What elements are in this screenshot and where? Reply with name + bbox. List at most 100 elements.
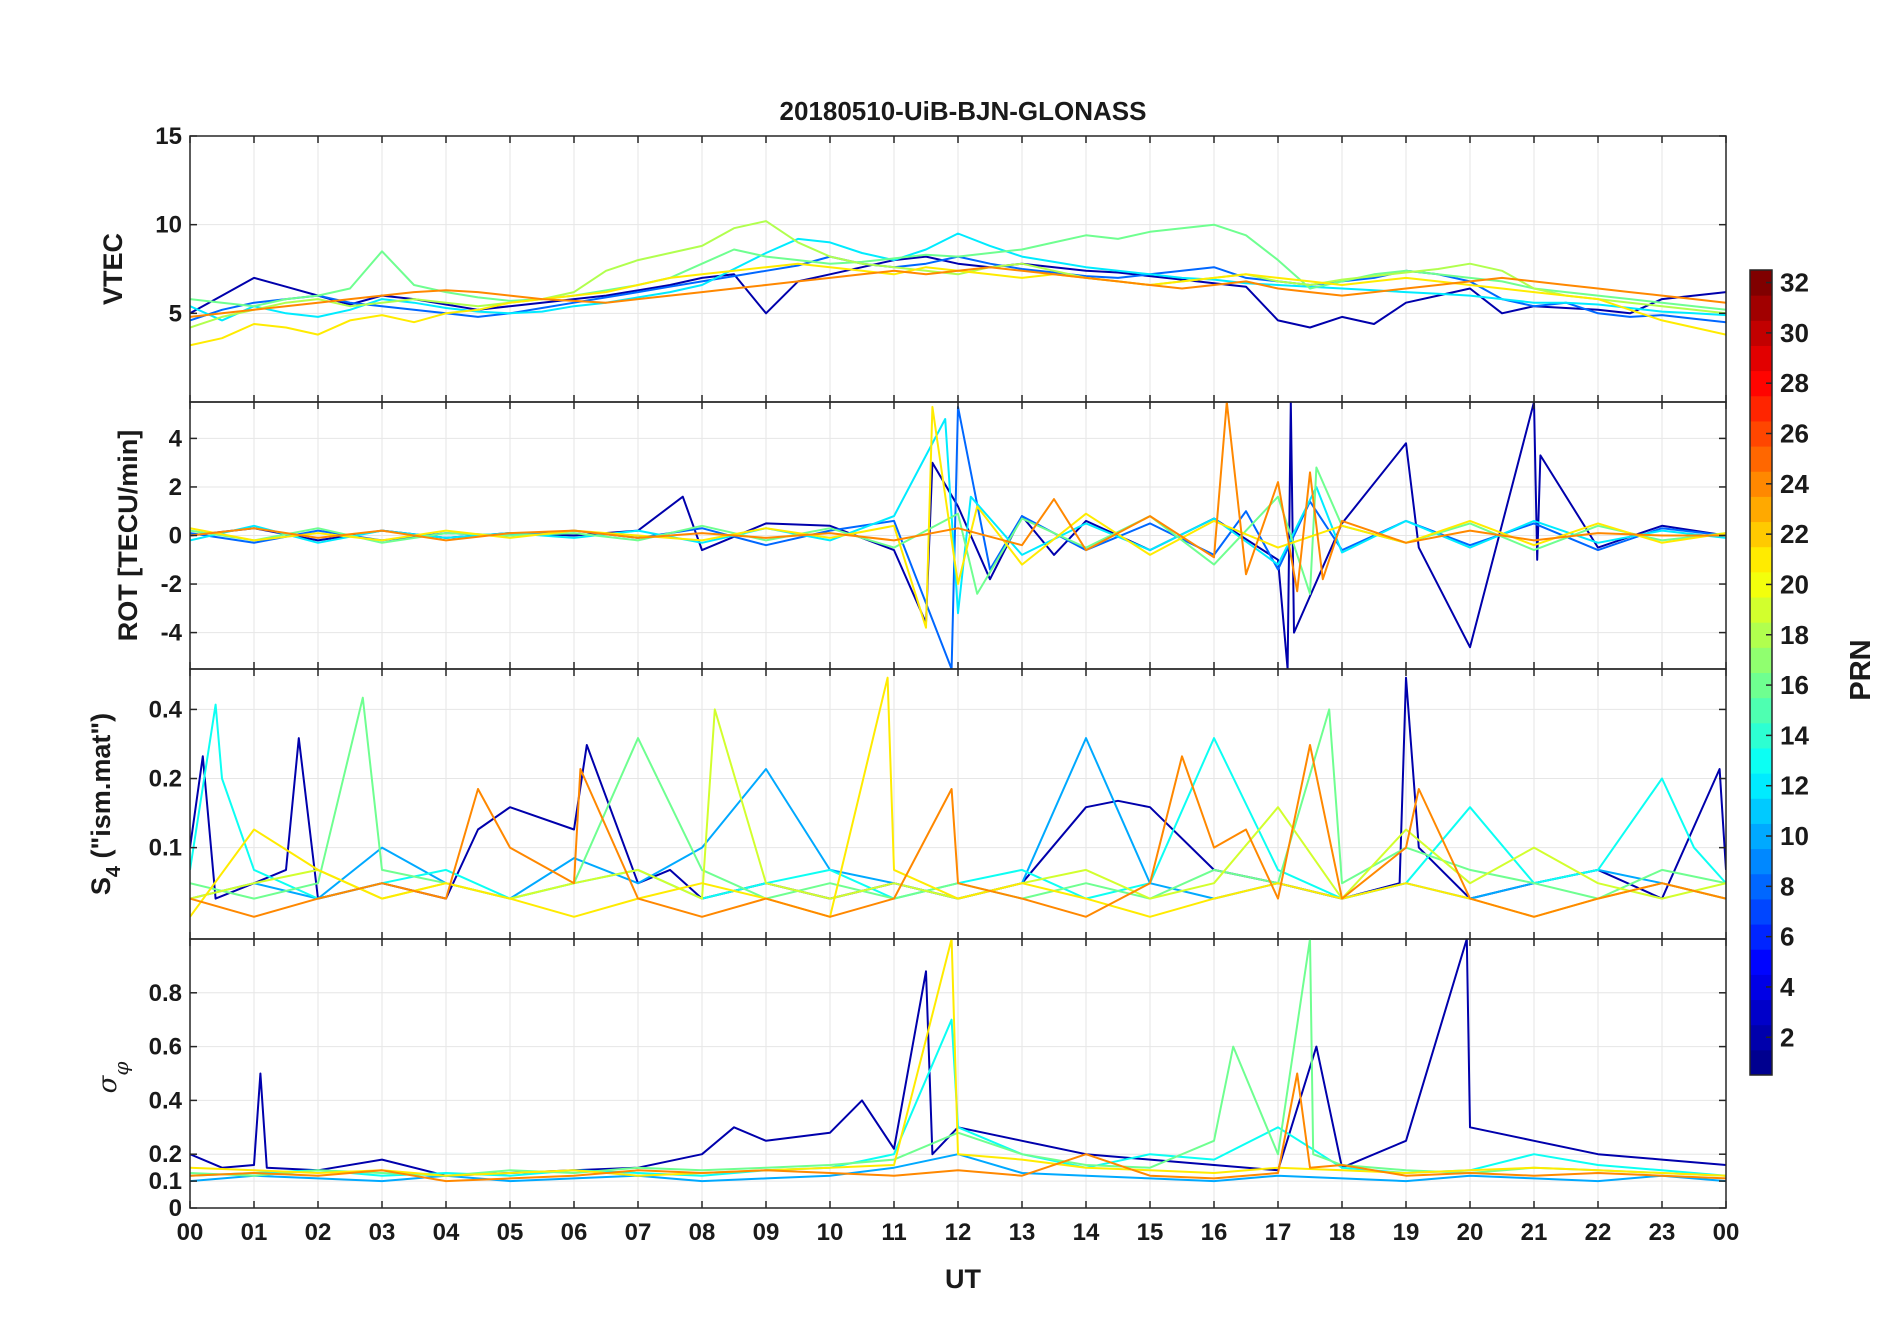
colorbar-swatch — [1750, 672, 1772, 699]
x-tick-label: 16 — [1201, 1219, 1228, 1246]
colorbar-swatch — [1750, 898, 1772, 925]
colorbar-swatch — [1750, 571, 1772, 598]
x-tick-label: 00 — [177, 1219, 204, 1246]
y-tick-label: 4 — [169, 425, 183, 452]
x-tick-label: 05 — [497, 1219, 524, 1246]
series-line-prn-2 — [190, 939, 1726, 1177]
x-tick-label: 17 — [1265, 1219, 1292, 1246]
x-tick-label: 04 — [433, 1219, 460, 1246]
series-line-prn-16 — [190, 223, 1726, 311]
series-line-prn-21 — [190, 939, 1726, 1177]
y-tick-label: 0.1 — [149, 835, 182, 862]
y-tick-label: 0.8 — [149, 980, 182, 1007]
y-tick-label: 0.2 — [149, 766, 182, 793]
colorbar-tick-label: 24 — [1780, 469, 1809, 499]
colorbar-swatch — [1750, 949, 1772, 975]
colorbar-swatch — [1750, 496, 1772, 523]
colorbar-swatch — [1750, 270, 1772, 296]
colorbar-label: PRN — [1845, 639, 1877, 700]
panel-1: 5 10 15 VTEC — [98, 123, 1727, 403]
colorbar-tick-label: 32 — [1780, 268, 1809, 298]
series-line-prn-24 — [190, 1072, 1726, 1183]
colorbar-tick-label: 14 — [1780, 720, 1809, 750]
x-tick-label: 23 — [1649, 1219, 1676, 1246]
y-axis-label: VTEC — [98, 233, 128, 305]
x-tick-label: 00 — [1713, 1219, 1740, 1246]
colorbar-swatch — [1750, 345, 1772, 372]
colorbar-swatch — [1750, 622, 1772, 648]
colorbar-tick-label: 26 — [1780, 419, 1809, 449]
series-line-prn-21 — [190, 676, 1726, 918]
y-tick-label: 2 — [169, 474, 182, 501]
x-tick-label: 14 — [1073, 1219, 1100, 1246]
series-group — [190, 939, 1726, 1183]
y-axis-label: ROT [TECU/min] — [113, 430, 143, 641]
y-axis-label: σφ — [93, 1062, 133, 1094]
y-axis-label: S4 ("ism.mat") — [86, 713, 125, 895]
colorbar-tick-label: 28 — [1780, 368, 1809, 398]
y-axis-label-sub: φ — [109, 1062, 133, 1076]
series-line-prn-24 — [190, 266, 1726, 318]
colorbar-swatch — [1750, 722, 1772, 749]
colorbar-swatch — [1750, 974, 1772, 1001]
y-tick-label: -4 — [161, 620, 183, 647]
series-group — [190, 220, 1726, 347]
y-tick-label: -2 — [161, 571, 182, 598]
x-tick-label: 07 — [625, 1219, 652, 1246]
y-tick-label: 0 — [169, 523, 182, 550]
y-axis-label-rest: ("ism.mat") — [86, 713, 116, 866]
x-tick-labels: 00 01 02 03 04 05 06 07 08 09 10 11 12 13 14 15 16 17 18 19… — [177, 1219, 1740, 1246]
colorbar-tick-label: 30 — [1780, 318, 1809, 348]
y-tick-label: 0.2 — [149, 1141, 182, 1168]
x-tick-label: 02 — [305, 1219, 332, 1246]
colorbar-tick-label: 20 — [1780, 569, 1809, 599]
colorbar-swatch — [1750, 999, 1772, 1026]
y-tick-label: 10 — [155, 212, 182, 239]
panel-4: 00.10.2 0.4 0.6 0.8 σφ — [93, 938, 1727, 1222]
colorbar-swatch — [1750, 848, 1772, 875]
y-axis-label-main: σ — [93, 1074, 123, 1093]
series-group — [190, 676, 1726, 918]
x-tick-label: 18 — [1329, 1219, 1356, 1246]
colorbar-swatch — [1750, 647, 1772, 673]
y-tick-label: 0.4 — [149, 1087, 183, 1114]
colorbar-swatch — [1750, 295, 1772, 321]
x-tick-label: 03 — [369, 1219, 396, 1246]
chart-title: 20180510-UiB-BJN-GLONASS — [779, 96, 1146, 126]
panel-3: 0.1 0.2 0.4 S4 ("ism.mat") — [86, 668, 1727, 940]
series-line-prn-24 — [190, 744, 1726, 918]
colorbar-tick-label: 16 — [1780, 670, 1809, 700]
colorbar-tick-label: 6 — [1780, 922, 1794, 952]
x-tick-label: 10 — [817, 1219, 844, 1246]
colorbar-swatch — [1750, 546, 1772, 573]
colorbar-swatch — [1750, 924, 1772, 950]
colorbar-tick-label: 2 — [1780, 1022, 1794, 1052]
x-tick-label: 20 — [1457, 1219, 1484, 1246]
colorbar-swatch — [1750, 597, 1772, 623]
colorbar-swatch — [1750, 420, 1772, 447]
colorbar-swatch — [1750, 873, 1772, 900]
y-tick-label: 0.4 — [149, 696, 183, 723]
x-tick-label: 01 — [241, 1219, 268, 1246]
colorbar-swatch — [1750, 370, 1772, 397]
series-line-prn-2 — [190, 255, 1726, 329]
series-group — [190, 402, 1726, 669]
x-tick-label: 13 — [1009, 1219, 1036, 1246]
y-axis-label-main: S — [86, 877, 116, 895]
x-tick-label: 06 — [561, 1219, 588, 1246]
colorbar-swatch — [1750, 1024, 1772, 1051]
series-line-prn-24 — [190, 402, 1726, 593]
colorbar-tick-label: 10 — [1780, 821, 1809, 851]
x-tick-label: 19 — [1393, 1219, 1420, 1246]
x-tick-label: 22 — [1585, 1219, 1612, 1246]
y-tick-label: 0.1 — [149, 1168, 182, 1195]
colorbar-swatch — [1750, 747, 1772, 774]
x-tick-label: 15 — [1137, 1219, 1164, 1246]
colorbar-swatch — [1750, 1049, 1772, 1076]
colorbar-frame — [1749, 269, 1773, 1076]
x-tick-label: 21 — [1521, 1219, 1548, 1246]
series-line-prn-12 — [190, 232, 1726, 322]
colorbar-swatch — [1750, 697, 1772, 724]
